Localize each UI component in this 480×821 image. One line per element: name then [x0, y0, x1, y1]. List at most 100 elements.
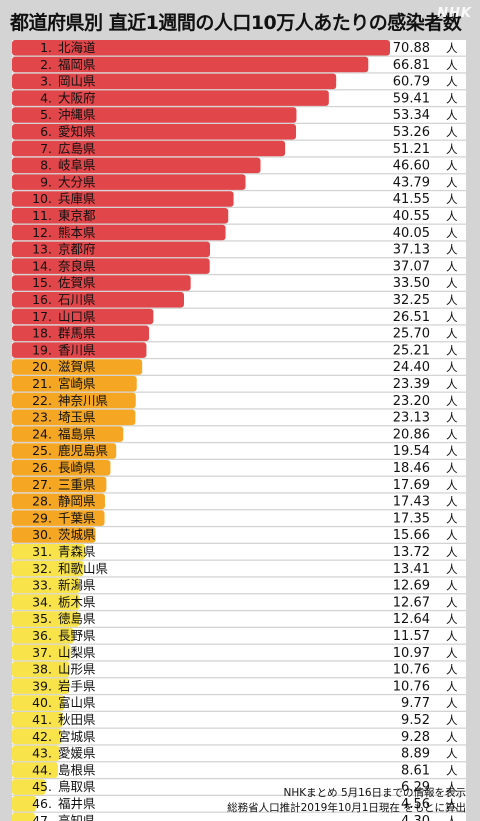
prefecture-label: 愛知県 — [58, 124, 96, 139]
unit-label: 人 — [446, 612, 458, 626]
unit-label: 人 — [446, 108, 458, 122]
value-label: 17.43 — [393, 495, 430, 510]
value-label: 53.34 — [393, 108, 430, 123]
value-label: 41.55 — [393, 192, 430, 207]
bar — [12, 409, 136, 426]
prefecture-label: 山形県 — [58, 662, 96, 677]
value-label: 43.79 — [393, 175, 430, 190]
bar — [12, 392, 136, 409]
rank-label: 44. — [32, 762, 52, 777]
row-background — [12, 796, 466, 812]
bar — [12, 812, 35, 821]
row-background — [12, 443, 466, 459]
rank-label: 41. — [32, 712, 52, 727]
bar — [12, 712, 63, 728]
value-label: 8.89 — [401, 747, 430, 762]
rank-label: 4. — [40, 90, 52, 105]
unit-label: 人 — [446, 41, 458, 55]
bar — [12, 611, 80, 627]
value-label: 13.72 — [393, 545, 430, 560]
prefecture-label: 佐賀県 — [58, 275, 96, 290]
rank-label: 9. — [40, 174, 52, 189]
bar-row: 5. 沖縄県 53.34 人 — [12, 107, 466, 123]
unit-label: 人 — [446, 243, 458, 257]
unit-label: 人 — [446, 91, 458, 105]
prefecture-label: 秋田県 — [58, 712, 96, 727]
unit-label: 人 — [446, 226, 458, 240]
bar — [12, 695, 65, 711]
bar — [12, 325, 150, 342]
row-background — [12, 779, 466, 795]
prefecture-label: 静岡県 — [58, 494, 96, 509]
bar-row: 26. 長崎県 18.46 人 — [12, 460, 466, 476]
rank-label: 25. — [32, 443, 52, 458]
bar-row: 19. 香川県 25.21 人 — [12, 342, 466, 358]
prefecture-label: 福島県 — [58, 426, 96, 441]
rank-label: 3. — [40, 74, 52, 89]
bar-row: 18. 群馬県 25.70 人 — [12, 325, 466, 342]
bar — [12, 644, 71, 661]
unit-label: 人 — [446, 444, 458, 458]
rank-label: 23. — [32, 410, 52, 425]
prefecture-label: 大阪府 — [58, 90, 96, 105]
unit-label: 人 — [446, 159, 458, 173]
population-note: 総務省人口推計2019年10月1日現在 をもとに算出 — [227, 802, 466, 814]
unit-label: 人 — [446, 142, 458, 156]
rank-label: 1. — [40, 40, 52, 55]
rank-label: 45. — [32, 779, 52, 794]
bar — [12, 140, 286, 157]
value-label: 24.40 — [393, 360, 430, 375]
rank-label: 28. — [32, 494, 52, 509]
bar-row: 36. 長野県 11.57 人 — [12, 628, 466, 644]
unit-label: 人 — [446, 411, 458, 425]
bar — [12, 510, 105, 526]
value-label: 4.56 — [401, 797, 430, 812]
row-background — [12, 745, 466, 762]
bar — [12, 527, 96, 543]
prefecture-label: 京都府 — [58, 242, 96, 257]
rank-label: 7. — [40, 141, 52, 156]
bar-row: 43. 愛媛県 8.89 人 — [12, 745, 466, 762]
rank-label: 14. — [32, 258, 52, 273]
bar-row: 29. 千葉県 17.35 人 — [12, 510, 466, 526]
bar — [12, 594, 80, 610]
bar-row: 8. 岐阜県 46.60 人 — [12, 157, 466, 174]
prefecture-label: 埼玉県 — [58, 410, 96, 425]
value-label: 10.76 — [393, 663, 430, 678]
prefecture-label: 徳島県 — [58, 611, 96, 626]
bar-row: 6. 愛知県 53.26 人 — [12, 124, 466, 140]
prefecture-label: 新潟県 — [58, 578, 96, 593]
prefecture-label: 鹿児島県 — [58, 443, 108, 458]
bar — [12, 577, 80, 594]
bar-row: 44. 島根県 8.61 人 — [12, 762, 466, 778]
bar — [12, 476, 107, 493]
rank-label: 34. — [32, 594, 52, 609]
bar — [12, 762, 58, 778]
bar-row: 33. 新潟県 12.69 人 — [12, 577, 466, 594]
unit-label: 人 — [446, 663, 458, 677]
value-label: 9.52 — [401, 713, 430, 728]
value-label: 12.64 — [393, 612, 430, 627]
row-background — [12, 628, 466, 644]
bar — [12, 779, 46, 795]
row-background — [12, 476, 466, 493]
unit-label: 人 — [446, 511, 458, 525]
unit-label: 人 — [446, 797, 458, 811]
unit-label: 人 — [446, 495, 458, 509]
rank-label: 36. — [32, 628, 52, 643]
prefecture-label: 広島県 — [58, 141, 96, 156]
unit-label: 人 — [446, 528, 458, 542]
value-label: 15.66 — [393, 528, 430, 543]
rank-label: 43. — [32, 746, 52, 761]
rank-label: 26. — [32, 460, 52, 475]
prefecture-label: 群馬県 — [58, 326, 96, 341]
prefecture-label: 愛媛県 — [58, 746, 96, 761]
value-label: 25.21 — [393, 343, 430, 358]
unit-label: 人 — [446, 327, 458, 341]
bar — [12, 661, 70, 678]
prefecture-label: 岐阜県 — [58, 158, 96, 173]
bar — [12, 241, 211, 258]
value-label: 37.13 — [393, 243, 430, 258]
prefecture-label: 三重県 — [58, 477, 96, 492]
